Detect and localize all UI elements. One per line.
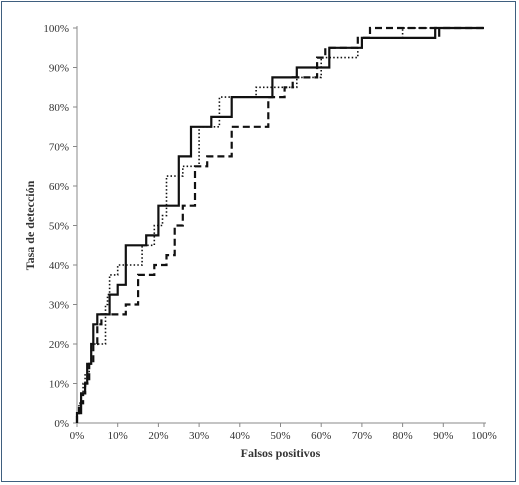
y-tick-label: 50% xyxy=(49,221,69,233)
y-tick-label: 90% xyxy=(49,63,69,75)
x-tick-label: 100% xyxy=(471,430,497,442)
x-tick-label: 70% xyxy=(352,430,372,442)
x-tick-label: 60% xyxy=(311,430,331,442)
series-line-dashed xyxy=(75,26,484,423)
x-tick-label: 20% xyxy=(148,430,168,442)
x-tick-label: 10% xyxy=(108,430,128,442)
y-tick-label: 80% xyxy=(49,102,69,114)
x-tick-label: 50% xyxy=(270,430,290,442)
y-tick-labels: 0% 10% 20% 30% 40% 50% 60% 70% 80% 90% 100% xyxy=(43,23,69,430)
y-tick-label: 30% xyxy=(49,300,69,312)
y-tick-label: 20% xyxy=(49,339,69,351)
series-line-dotted xyxy=(76,27,484,423)
x-tick-label: 90% xyxy=(433,430,453,442)
y-tick-label: 10% xyxy=(49,379,69,391)
series-line-solid xyxy=(75,26,484,423)
x-tick-labels: 0% 10% 20% 30% 40% 50% 60% 70% 80% 90% 100% xyxy=(70,430,497,442)
axes xyxy=(73,26,486,427)
y-axis-title: Tasa de detección xyxy=(23,180,37,270)
x-tick-label: 0% xyxy=(70,430,85,442)
x-tick-label: 30% xyxy=(189,430,209,442)
x-tick-label: 80% xyxy=(393,430,413,442)
y-tick-label: 0% xyxy=(54,418,69,430)
x-axis-title: Falsos positivos xyxy=(241,446,321,460)
y-tick-label: 100% xyxy=(43,23,69,35)
y-tick-label: 60% xyxy=(49,181,69,193)
x-tick-label: 40% xyxy=(230,430,250,442)
series-lines xyxy=(75,26,484,423)
y-tick-label: 70% xyxy=(49,142,69,154)
y-tick-label: 40% xyxy=(49,260,69,272)
